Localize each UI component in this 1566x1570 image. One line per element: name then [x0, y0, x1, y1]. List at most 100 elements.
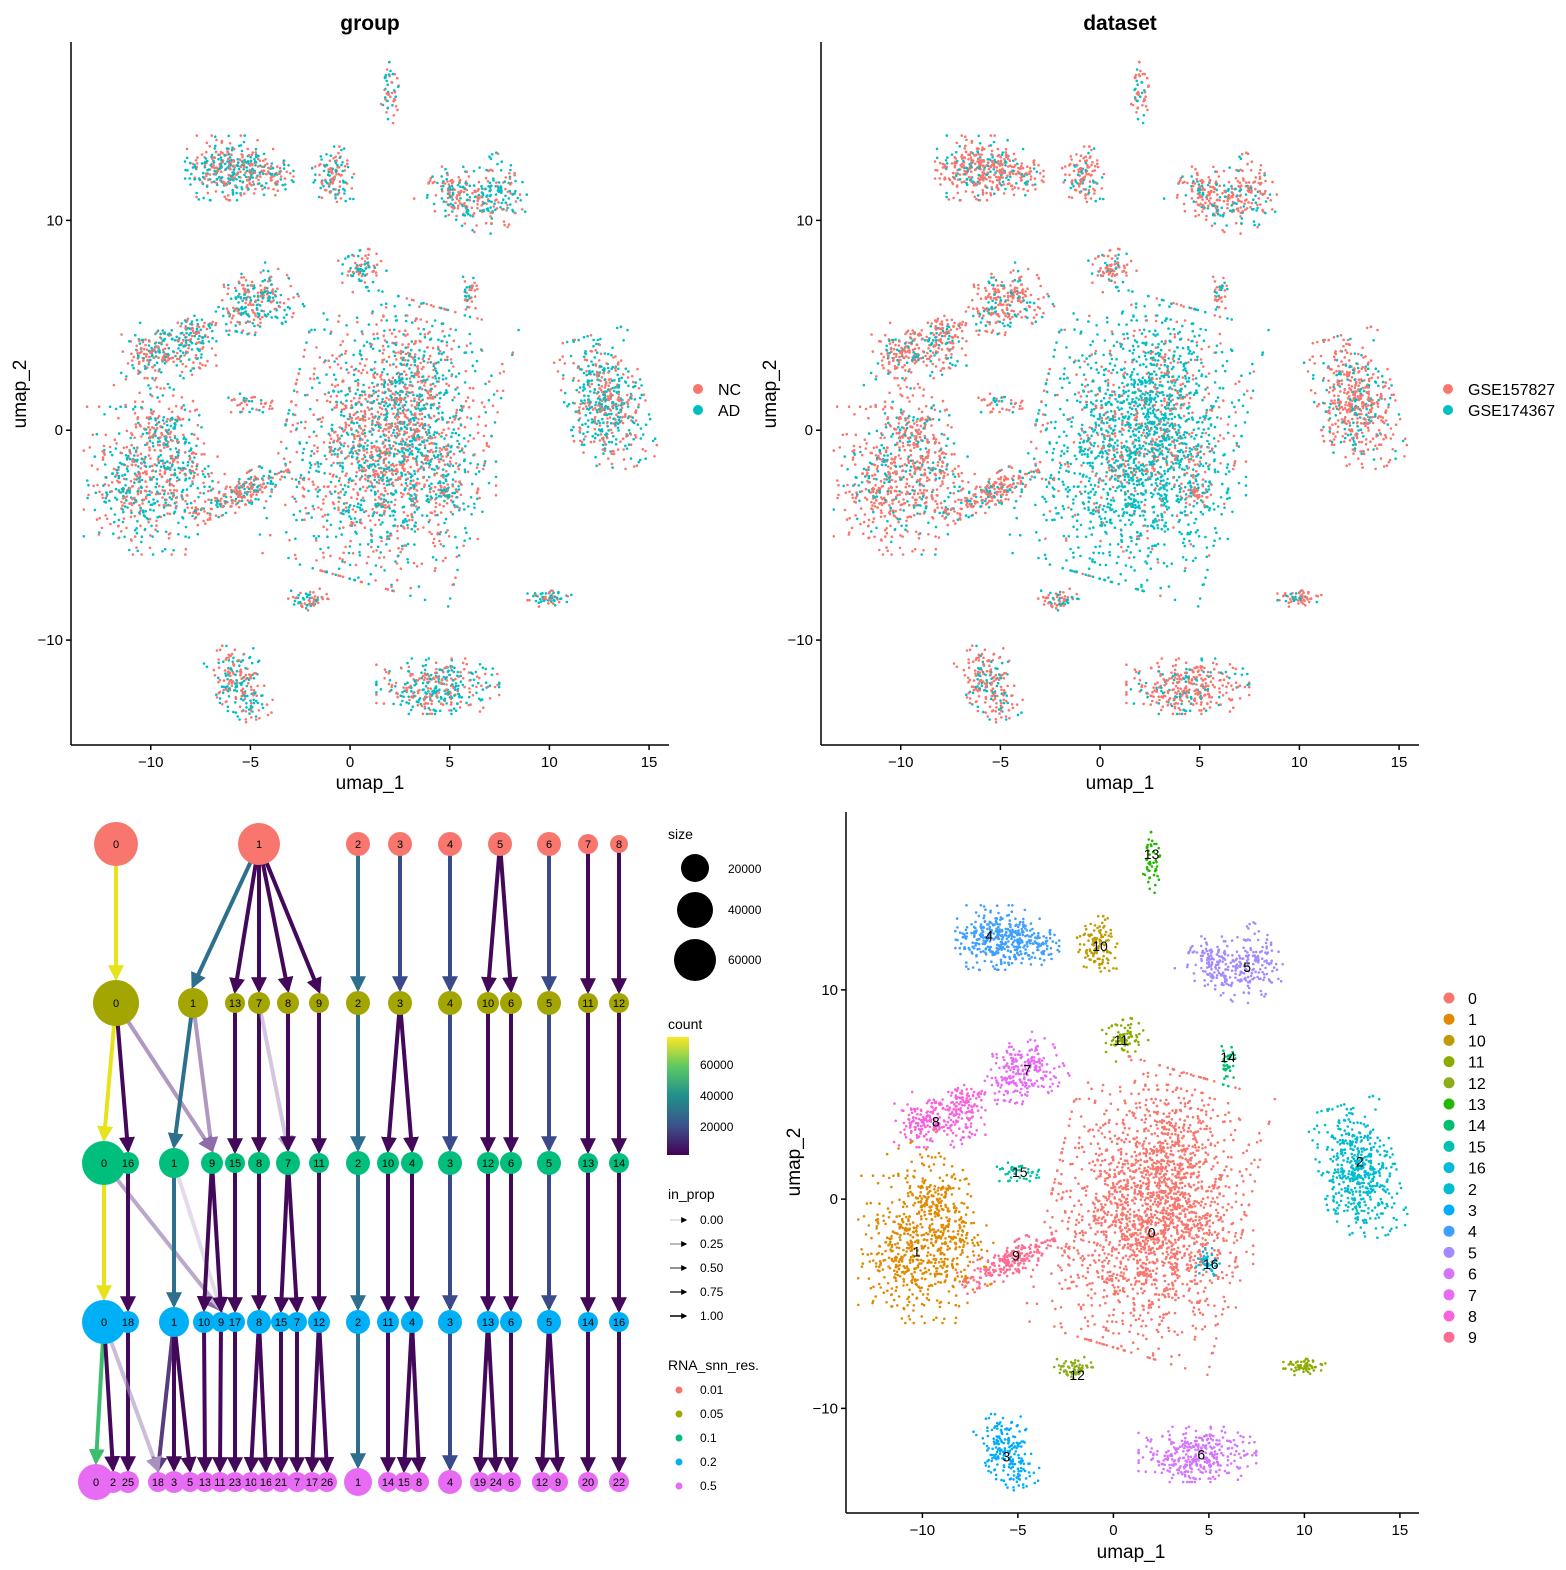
scatter-point	[379, 523, 383, 526]
scatter-point	[593, 418, 596, 421]
scatter-point	[475, 359, 479, 363]
scatter-point	[504, 194, 507, 198]
scatter-point	[437, 361, 440, 364]
scatter-point	[251, 151, 255, 154]
scatter-point	[448, 185, 451, 188]
scatter-point	[227, 682, 230, 686]
scatter-point	[473, 506, 476, 510]
scatter-point	[430, 448, 433, 452]
scatter-point	[412, 419, 416, 422]
scatter-point	[145, 490, 148, 493]
scatter-point	[403, 467, 406, 471]
scatter-point	[326, 485, 330, 489]
scatter-point	[271, 147, 275, 151]
scatter-point	[154, 528, 157, 531]
scatter-point	[468, 687, 471, 690]
scatter-point	[582, 432, 585, 436]
scatter-point	[255, 176, 258, 180]
scatter-point	[225, 688, 228, 691]
scatter-point	[388, 678, 392, 682]
scatter-point	[488, 194, 492, 198]
scatter-point	[507, 197, 511, 200]
scatter-point	[449, 462, 453, 466]
scatter-point	[440, 448, 444, 451]
scatter-point	[415, 437, 418, 440]
scatter-point	[463, 468, 467, 472]
scatter-point	[382, 315, 385, 318]
scatter-point	[245, 296, 248, 300]
scatter-point	[405, 377, 409, 381]
scatter-point	[629, 457, 633, 460]
scatter-point	[360, 403, 363, 407]
scatter-point	[607, 429, 610, 432]
scatter-point	[376, 410, 380, 414]
scatter-point	[423, 676, 427, 679]
scatter-point	[397, 351, 400, 354]
scatter-point	[93, 508, 97, 512]
scatter-point	[464, 444, 467, 448]
scatter-point	[351, 521, 355, 525]
scatter-point	[249, 162, 252, 166]
scatter-point	[611, 400, 614, 404]
scatter-point	[422, 697, 426, 701]
scatter-point	[372, 470, 375, 474]
scatter-point	[333, 431, 336, 434]
scatter-point	[386, 452, 389, 455]
scatter-point	[238, 158, 242, 161]
scatter-point	[277, 452, 280, 455]
scatter-point	[230, 148, 234, 152]
scatter-point	[155, 519, 158, 523]
scatter-point	[101, 450, 104, 453]
scatter-point	[419, 361, 423, 365]
scatter-point	[204, 157, 208, 160]
scatter-point	[590, 360, 593, 363]
scatter-point	[133, 400, 137, 404]
scatter-point	[374, 464, 377, 468]
scatter-point	[321, 416, 325, 419]
scatter-point	[235, 330, 239, 333]
scatter-point	[384, 306, 388, 309]
scatter-point	[137, 362, 141, 366]
scatter-point	[355, 316, 359, 320]
scatter-point	[445, 702, 448, 705]
scatter-point	[234, 673, 237, 677]
scatter-point	[370, 407, 374, 410]
scatter-point	[426, 681, 430, 684]
scatter-point	[598, 424, 602, 427]
scatter-point	[290, 400, 293, 403]
scatter-point	[398, 477, 402, 481]
scatter-point	[398, 432, 401, 436]
scatter-point	[317, 465, 320, 468]
scatter-point	[370, 450, 373, 454]
scatter-point	[133, 514, 136, 518]
scatter-point	[420, 465, 423, 468]
scatter-point	[377, 421, 380, 425]
scatter-point	[363, 409, 367, 413]
scatter-point	[619, 404, 623, 407]
scatter-point	[409, 418, 412, 421]
scatter-point	[365, 285, 368, 289]
scatter-point	[229, 667, 233, 670]
scatter-point	[350, 496, 353, 499]
scatter-point	[365, 340, 369, 344]
scatter-point	[383, 339, 387, 342]
scatter-point	[616, 367, 620, 371]
scatter-point	[433, 468, 436, 472]
scatter-point	[371, 419, 374, 423]
scatter-point	[367, 514, 371, 518]
scatter-point	[261, 551, 264, 555]
scatter-point	[630, 394, 633, 397]
scatter-point	[186, 169, 189, 172]
scatter-point	[372, 385, 376, 389]
scatter-point	[410, 399, 413, 403]
scatter-point	[221, 298, 224, 302]
scatter-point	[380, 407, 384, 411]
scatter-point	[487, 481, 491, 485]
scatter-point	[340, 413, 343, 417]
scatter-point	[208, 173, 212, 176]
scatter-point	[454, 310, 457, 314]
scatter-point	[413, 485, 416, 489]
scatter-point	[584, 414, 588, 417]
scatter-point	[279, 293, 283, 297]
scatter-point	[411, 705, 415, 708]
